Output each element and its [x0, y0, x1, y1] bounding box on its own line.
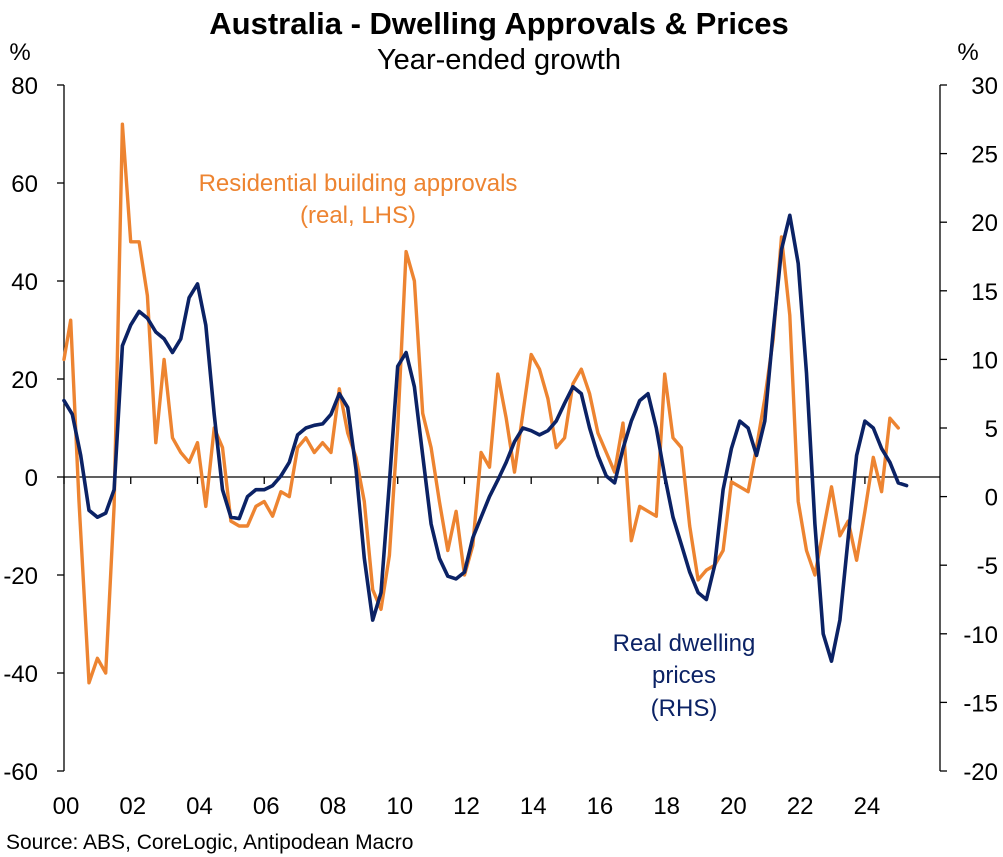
x-tick-label: 22 [787, 793, 814, 820]
prices-series-line [62, 213, 909, 663]
x-tick-label: 12 [453, 793, 480, 820]
x-tick-label: 16 [587, 793, 614, 820]
x-tick-label: 08 [320, 793, 347, 820]
right-tick-label: -10 [963, 622, 998, 649]
approvals-series-line [62, 122, 900, 685]
approvals-label-line-1: Residential building approvals [199, 170, 518, 197]
x-tick-label: 06 [253, 793, 280, 820]
left-tick-label: -40 [3, 661, 38, 688]
x-tick-label: 02 [119, 793, 146, 820]
x-tick-label: 14 [520, 793, 547, 820]
x-tick-label: 20 [720, 793, 747, 820]
x-tick-label: 04 [186, 793, 213, 820]
x-tick-label: 24 [854, 793, 881, 820]
right-tick-label: 30 [971, 73, 998, 100]
right-tick-label: -5 [977, 553, 998, 580]
chart-subtitle: Year-ended growth [377, 44, 621, 76]
left-tick-label: 80 [11, 73, 38, 100]
right-tick-label: 0 [985, 485, 998, 512]
left-tick-label: 40 [11, 269, 38, 296]
right-tick-label: 5 [985, 416, 998, 443]
x-axis-ticks: 00 02 04 06 08 10 12 14 16 18 20 22 24 [53, 477, 881, 820]
series-layer [62, 122, 909, 685]
left-axis-unit: % [9, 39, 30, 66]
left-axis-ticks: 80 60 40 20 0 -20 -40 -60 [3, 73, 64, 786]
left-tick-label: 20 [11, 367, 38, 394]
left-tick-label: -20 [3, 563, 38, 590]
prices-label-line-2: prices [652, 662, 716, 689]
x-tick-label: 18 [653, 793, 680, 820]
x-tick-label: 10 [386, 793, 413, 820]
left-tick-label: 0 [25, 465, 38, 492]
right-tick-label: 25 [971, 142, 998, 169]
right-tick-label: 10 [971, 347, 998, 374]
prices-label-line-3: (RHS) [651, 695, 718, 722]
prices-annotation: Real dwelling prices (RHS) [613, 630, 756, 722]
x-tick-label: 00 [53, 793, 80, 820]
source-note: Source: ABS, CoreLogic, Antipodean Macro [6, 831, 413, 854]
right-tick-label: 20 [971, 210, 998, 237]
chart-title: Australia - Dwelling Approvals & Prices [209, 6, 788, 41]
prices-label-line-1: Real dwelling [613, 630, 756, 657]
left-tick-label: -60 [3, 759, 38, 786]
approvals-annotation: Residential building approvals (real, LH… [199, 170, 518, 229]
right-axis-unit: % [957, 39, 978, 66]
right-axis-ticks: 30 25 20 15 10 5 0 -5 -10 -15 -20 [940, 73, 998, 786]
approvals-label-line-2: (real, LHS) [300, 202, 416, 229]
right-tick-label: 15 [971, 279, 998, 306]
right-tick-label: -15 [963, 690, 998, 717]
right-tick-label: -20 [963, 759, 998, 786]
left-tick-label: 60 [11, 171, 38, 198]
